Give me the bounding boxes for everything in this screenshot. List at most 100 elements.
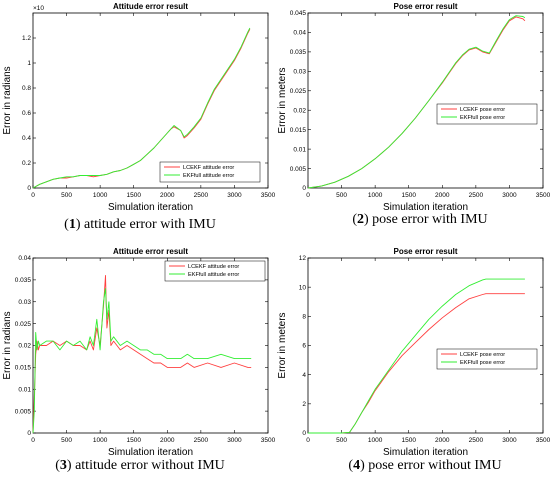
x-tick-label: 2500 [469,192,484,199]
y-tick-label: 0.015 [290,127,307,134]
y-tick-label: 0.025 [290,88,307,95]
legend-label: EKFfull pose error [460,115,505,121]
legend-label: EKFfull pose error [460,360,505,366]
legend: LCEKF pose error EKFfull pose error [436,348,538,370]
chart-title: Attitude error result [113,247,188,256]
y-tick-label: 0 [302,430,306,437]
y-tick-label: 0.025 [15,321,32,328]
x-tick-label: 3500 [261,192,275,199]
chart-2: Pose error result 0 500 1000 1500 2000 2500 300… [277,2,550,213]
y-axis-label: Error in meters [277,67,288,133]
x-axis-label: Simulation iteration [108,202,193,213]
y-tick-label: 2 [302,401,306,408]
legend-label: EKFfull attitude error [188,272,239,278]
chart-panel-3: Attitude error result 0 500 1000 1500 2000 250… [0,245,276,483]
x-tick-label: 0 [306,192,310,199]
y-tick-label: 0.6 [22,110,31,117]
y-tick-label: 0.02 [293,107,306,114]
y-tick-label: 0.4 [22,135,31,142]
x-tick-label: 3000 [502,192,517,199]
x-tick-label: 3500 [536,437,550,444]
y-axis-label: Error in radians [2,66,13,134]
series-line-ekffull [32,288,252,434]
legend-label: LCEKF pose error [460,352,505,358]
y-tick-label: 10 [299,284,307,291]
legend-box [436,348,538,370]
y-tick-label: 0 [302,185,306,192]
y-tick-label: 0.01 [18,386,31,393]
chart-1: Attitude error result 0 500 1000 1500 2000 250… [2,2,276,213]
y-exponent-label: ×10 [33,5,44,12]
x-tick-label: 500 [61,437,72,444]
x-tick-label: 1000 [93,192,108,199]
legend-label: LCEKF pose error [460,107,505,113]
legend-label: EKFfull attitude error [183,173,234,179]
x-tick-label: 0 [306,437,310,444]
x-tick-label: 3000 [502,437,517,444]
caption-2: (2) pose error with IMU [352,212,488,227]
y-tick-label: 0.02 [18,343,31,350]
y-axis-label: Error in meters [277,312,288,378]
y-tick-label: 8 [302,314,306,321]
y-tick-label: 12 [299,255,307,262]
y-tick-label: 1.2 [22,35,31,42]
legend-box [164,260,266,282]
x-tick-label: 500 [61,192,72,199]
x-tick-label: 3000 [227,192,242,199]
y-tick-label: 0 [27,430,31,437]
plot-area [307,12,544,189]
legend: LCEKF attitude error EKFfull attitude err… [159,161,261,183]
x-tick-label: 2500 [194,192,209,199]
x-tick-label: 2000 [435,192,450,199]
x-tick-label: 1500 [401,437,416,444]
y-tick-label: 0.035 [290,49,307,56]
y-tick-label: 0.005 [290,166,307,173]
legend-box [436,103,538,125]
y-tick-label: 0.01 [293,146,306,153]
series-line-ekffull [308,278,525,434]
x-tick-label: 0 [31,192,35,199]
x-tick-label: 500 [336,192,347,199]
legend-box [159,161,261,183]
chart-panel-2: Pose error result 0 500 1000 1500 2000 2500 300… [275,0,550,240]
x-tick-label: 3000 [227,437,242,444]
chart-4: Pose error result 0 500 1000 1500 2000 2500 300… [277,247,550,458]
plot-area [32,257,269,434]
x-tick-label: 2000 [160,437,175,444]
x-tick-label: 2500 [469,437,484,444]
x-tick-label: 3500 [536,192,550,199]
x-tick-label: 2000 [160,192,175,199]
chart-title: Attitude error result [113,2,188,11]
series-line-ekffull [307,15,526,189]
caption-1: (1) attitude error with IMU [64,217,216,232]
y-tick-label: 6 [302,343,306,350]
legend-label: LCEKF attitude error [188,264,239,270]
x-axis-label: Simulation iteration [383,447,468,458]
y-axis-label: Error in radians [2,311,13,379]
y-tick-label: 1 [27,60,31,67]
caption-4: (4) pose error without IMU [348,458,502,473]
chart-panel-4: Pose error result 0 500 1000 1500 2000 2500 300… [275,245,550,483]
caption-3: (3) attitude error without IMU [55,458,225,473]
x-tick-label: 1500 [126,192,141,199]
x-tick-label: 1500 [126,437,141,444]
x-tick-label: 500 [336,437,347,444]
x-tick-label: 1000 [368,192,383,199]
y-tick-label: 0.045 [290,10,307,17]
legend: LCEKF attitude error EKFfull attitude err… [164,260,266,282]
x-tick-label: 1000 [93,437,108,444]
x-axis-label: Simulation iteration [383,202,468,213]
legend-label: LCEKF attitude error [183,165,234,171]
y-tick-label: 0.8 [22,85,31,92]
x-tick-label: 1000 [368,437,383,444]
y-tick-label: 0.015 [15,365,32,372]
plot-area [32,12,269,189]
x-tick-label: 3500 [261,437,275,444]
y-tick-label: 0.005 [15,408,32,415]
chart-panel-1: Attitude error result 0 500 1000 1500 2000 250… [0,0,276,240]
y-tick-label: 0.03 [18,299,31,306]
chart-title: Pose error result [393,2,457,11]
y-tick-label: 4 [302,372,306,379]
x-axis-label: Simulation iteration [108,447,193,458]
x-tick-label: 2500 [194,437,209,444]
